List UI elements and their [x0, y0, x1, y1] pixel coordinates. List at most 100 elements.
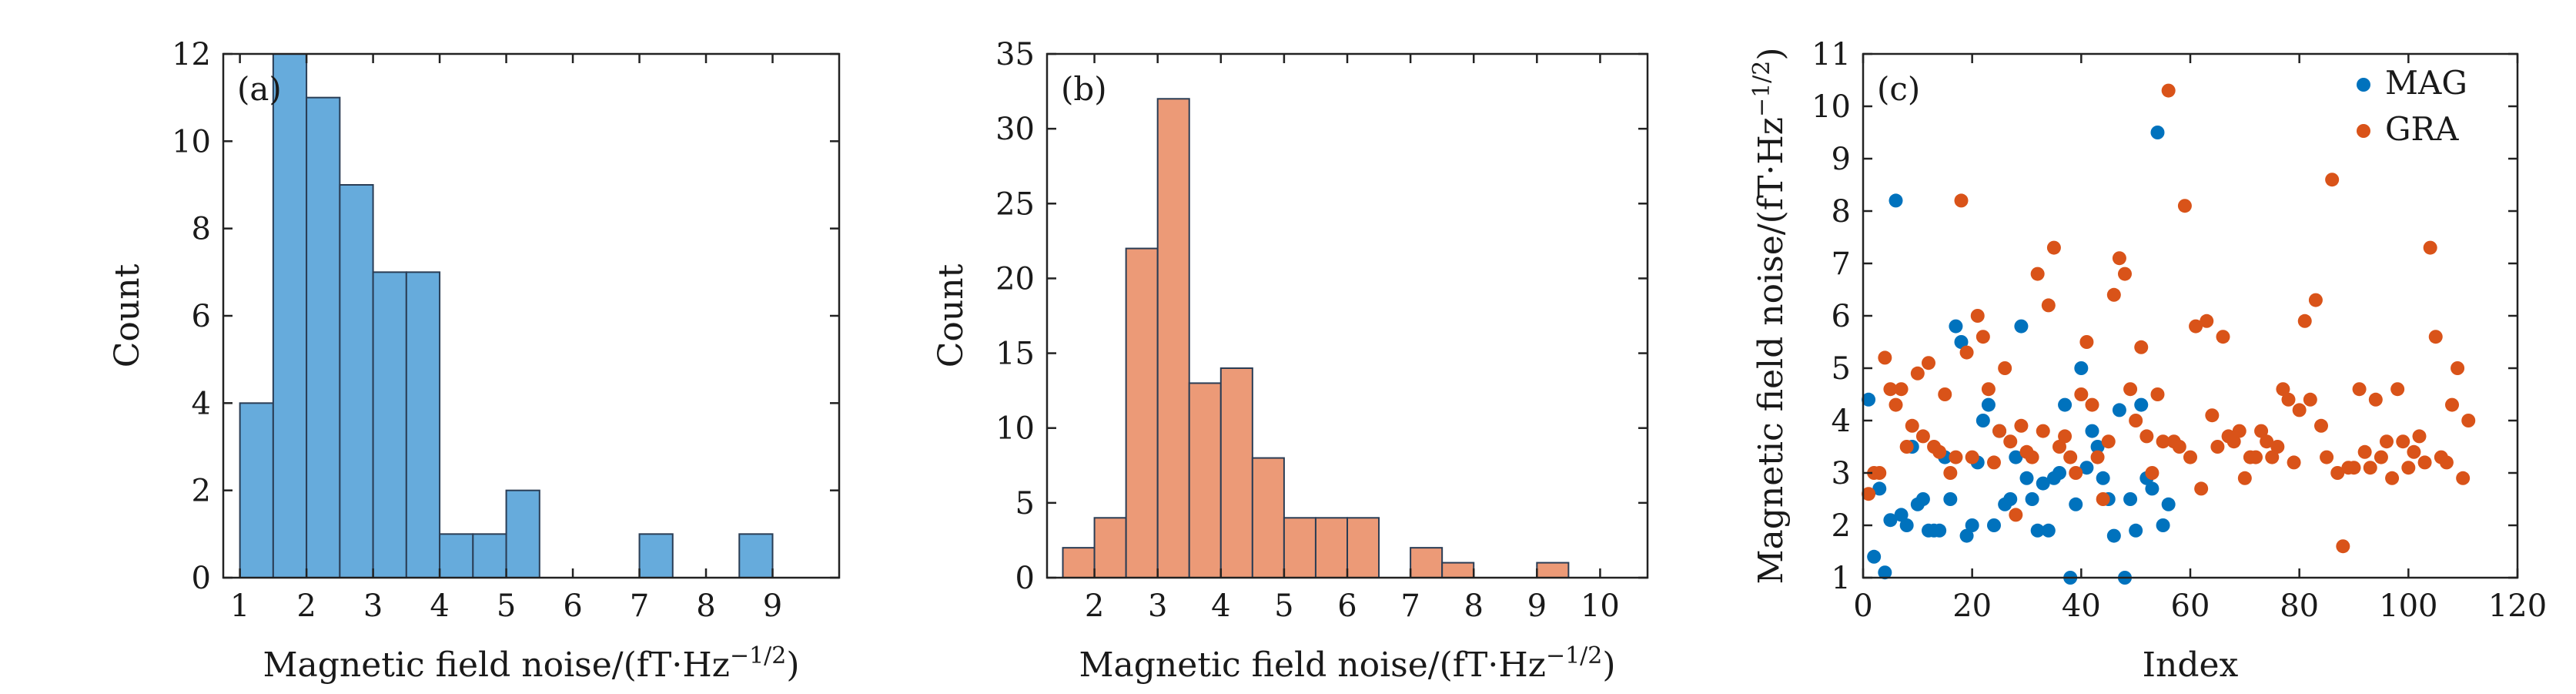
- histogram-bar: [372, 271, 407, 578]
- y-tick-label: 4: [1832, 404, 1851, 439]
- y-tick-label: 5: [1832, 351, 1851, 387]
- mag-point: [1949, 319, 1963, 334]
- mag-point: [2009, 450, 2023, 464]
- histogram-bar: [1125, 247, 1159, 578]
- histogram-bar: [1536, 562, 1570, 578]
- histogram-bar: [339, 184, 374, 578]
- y-tick-label: 6: [1832, 299, 1851, 334]
- gra-point: [2069, 466, 2083, 480]
- panel-label: (b): [1061, 70, 1107, 108]
- gra-point: [2347, 461, 2361, 475]
- mag-point: [2069, 497, 2083, 511]
- gra-point: [2423, 240, 2437, 255]
- y-tick-label: 0: [192, 561, 211, 596]
- gra-point: [2260, 434, 2274, 449]
- gra-point: [2194, 481, 2209, 496]
- gra-point: [2445, 397, 2459, 412]
- y-tick-label: 1: [1832, 561, 1851, 596]
- x-tick-label: 5: [497, 588, 516, 624]
- gra-point: [2085, 397, 2099, 412]
- gra-point: [2325, 173, 2340, 187]
- gra-point: [2254, 424, 2269, 438]
- gra-point: [2407, 444, 2421, 459]
- mag-point: [1943, 492, 1958, 506]
- gra-point: [2363, 461, 2377, 475]
- histogram-bar: [239, 402, 274, 578]
- x-tick-label: 8: [1464, 588, 1483, 624]
- mag-point: [1954, 335, 1969, 349]
- x-tick-label: 2: [1085, 588, 1104, 624]
- y-tick-label: 5: [1015, 486, 1035, 521]
- x-tick-label: 4: [1211, 588, 1230, 624]
- gra-point: [2216, 330, 2230, 344]
- x-axis-label: Index: [2143, 645, 2239, 685]
- gra-point: [2232, 424, 2246, 438]
- histogram-bar: [306, 96, 341, 578]
- gra-point: [2156, 434, 2170, 449]
- x-tick-label: 3: [1148, 588, 1167, 624]
- mag-point: [2123, 492, 2138, 506]
- mag-point: [2025, 492, 2039, 506]
- gra-point: [1905, 418, 1919, 433]
- x-tick-label: 9: [763, 588, 782, 624]
- gra-point: [1862, 487, 1876, 501]
- x-axis-label-base: Magnetic field noise/(fT·Hz: [263, 645, 730, 685]
- gra-point: [2374, 450, 2388, 464]
- gra-point: [2352, 382, 2367, 397]
- mag-point: [1878, 565, 1892, 580]
- mag-point: [2030, 523, 2045, 538]
- gra-point: [2380, 434, 2394, 449]
- y-tick-label: 10: [995, 411, 1035, 447]
- gra-point: [2063, 450, 2078, 464]
- gra-point: [1872, 466, 1887, 480]
- x-tick-label: 0: [1853, 588, 1872, 624]
- gra-point: [2396, 434, 2410, 449]
- histogram-bar: [1441, 562, 1475, 578]
- gra-point: [2456, 471, 2471, 485]
- gra-point: [1878, 350, 1892, 365]
- gra-point: [2265, 450, 2280, 464]
- y-axis-label-base: Magnetic field noise/(fT·Hz: [1751, 117, 1791, 585]
- x-axis-label: Magnetic field noise/(fT·Hz−1/2): [263, 642, 799, 686]
- gra-point: [2009, 508, 2023, 522]
- histogram-bar: [638, 533, 674, 578]
- histogram-bar: [472, 533, 507, 578]
- gra-point: [2297, 313, 2312, 328]
- x-tick-label: 8: [696, 588, 715, 624]
- gra-point: [2074, 387, 2089, 401]
- y-axis-label: Magnetic field noise/(fT·Hz−1/2): [1748, 47, 1791, 584]
- gra-point: [2134, 340, 2149, 354]
- y-tick-label: 10: [1812, 89, 1851, 125]
- x-tick-label: 6: [1337, 588, 1357, 624]
- gra-point: [2090, 450, 2105, 464]
- gra-point: [2101, 434, 2116, 449]
- gra-point: [1965, 450, 1979, 464]
- gra-point: [2172, 440, 2186, 454]
- gra-point: [2237, 471, 2252, 485]
- x-tick-label: 80: [2280, 588, 2319, 624]
- x-axis-label-base: Magnetic field noise/(fT·Hz: [1079, 645, 1546, 685]
- panel-1: 2 3 4 5 6 7 8 9 10 0 5 10 15 20 25 30 35 (b) Magnetic fiel…: [932, 37, 1649, 685]
- mag-point: [1932, 523, 1947, 538]
- gra-point: [2401, 461, 2416, 475]
- gra-point: [2096, 492, 2110, 506]
- x-tick-label: 1: [230, 588, 249, 624]
- gra-point: [2385, 471, 2400, 485]
- gra-point: [2281, 392, 2296, 407]
- gra-point: [1915, 429, 1930, 444]
- gra-point: [1883, 382, 1898, 397]
- mag-point: [1883, 513, 1898, 528]
- mag-point: [2085, 424, 2099, 438]
- mag-point: [2106, 528, 2121, 543]
- y-tick-label: 4: [192, 386, 211, 421]
- mag-point: [2096, 471, 2110, 485]
- gra-point: [1949, 450, 1963, 464]
- mag-point: [1862, 392, 1876, 407]
- histogram-bar: [505, 489, 540, 579]
- gra-point: [2357, 444, 2372, 459]
- x-tick-label: 20: [1952, 588, 1992, 624]
- mag-point: [2014, 319, 2029, 334]
- panel-label: (c): [1877, 70, 1920, 108]
- gra-point: [2177, 199, 2192, 213]
